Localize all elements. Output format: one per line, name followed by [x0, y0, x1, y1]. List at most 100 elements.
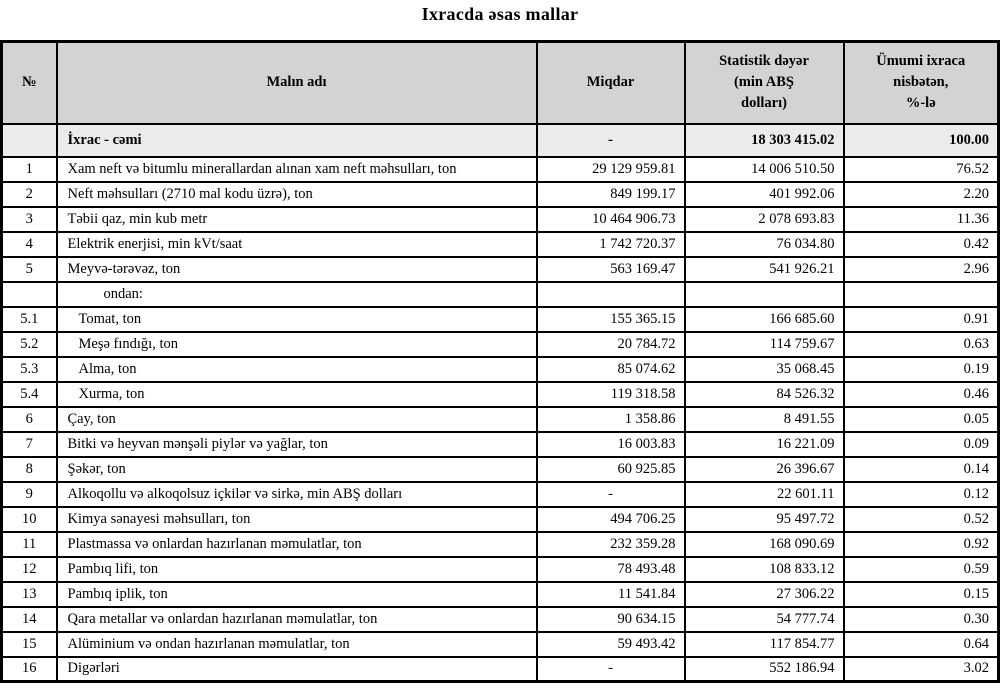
value-cell: 16 221.09 [683, 430, 845, 458]
value-cell: 8 491.55 [683, 405, 845, 433]
row-number-cell: 13 [0, 580, 58, 608]
share-cell: 0.14 [842, 455, 1000, 483]
share-cell: 0.92 [842, 530, 1000, 558]
table-row: 5.4 Xurma, ton 119 318.58 84 526.32 0.46 [0, 380, 1000, 408]
product-name-cell: Şəkər, ton [55, 455, 538, 483]
quantity-cell: 16 003.83 [535, 430, 686, 458]
value-cell [683, 280, 845, 308]
row-number-cell: 5.2 [0, 330, 58, 358]
row-number-cell: 5.1 [0, 305, 58, 333]
total-quantity-cell: - [535, 122, 686, 158]
share-cell: 11.36 [842, 205, 1000, 233]
quantity-cell: 90 634.15 [535, 605, 686, 633]
quantity-cell: 232 359.28 [535, 530, 686, 558]
header-row: № Malın adı Miqdar Statistik dəyər (min … [0, 40, 1000, 125]
table-row: 5.3 Alma, ton 85 074.62 35 068.45 0.19 [0, 355, 1000, 383]
quantity-cell: 60 925.85 [535, 455, 686, 483]
product-name-cell: Tomat, ton [55, 305, 538, 333]
quantity-cell: 29 129 959.81 [535, 155, 686, 183]
product-name-cell: Qara metallar və onlardan hazırlanan məm… [55, 605, 538, 633]
share-cell: 76.52 [842, 155, 1000, 183]
table-row: 10 Kimya sənayesi məhsulları, ton 494 70… [0, 505, 1000, 533]
quantity-cell: 20 784.72 [535, 330, 686, 358]
share-cell: 0.05 [842, 405, 1000, 433]
quantity-cell: 155 365.15 [535, 305, 686, 333]
table-row: 11 Plastmassa və onlardan hazırlanan məm… [0, 530, 1000, 558]
quantity-cell: 11 541.84 [535, 580, 686, 608]
page-title: Ixracda əsas mallar [421, 4, 579, 24]
quantity-cell [535, 280, 686, 308]
row-number-cell: 5 [0, 255, 58, 283]
share-cell: 2.96 [842, 255, 1000, 283]
product-name-cell: Plastmassa və onlardan hazırlanan məmula… [55, 530, 538, 558]
product-name-cell: ondan: [55, 280, 538, 308]
share-cell: 0.46 [842, 380, 1000, 408]
quantity-cell: - [535, 655, 686, 683]
header-statistical-value: Statistik dəyər (min ABŞ dolları) [683, 40, 845, 125]
quantity-cell: 59 493.42 [535, 630, 686, 658]
share-cell [842, 280, 1000, 308]
share-cell: 0.91 [842, 305, 1000, 333]
quantity-cell: 119 318.58 [535, 380, 686, 408]
value-cell: 76 034.80 [683, 230, 845, 258]
value-cell: 2 078 693.83 [683, 205, 845, 233]
share-cell: 0.30 [842, 605, 1000, 633]
value-cell: 22 601.11 [683, 480, 845, 508]
row-number-cell: 5.4 [0, 380, 58, 408]
share-cell: 0.52 [842, 505, 1000, 533]
product-name-cell: Təbii qaz, min kub metr [55, 205, 538, 233]
row-number-cell: 14 [0, 605, 58, 633]
share-cell: 3.02 [842, 655, 1000, 683]
table-row: 14 Qara metallar və onlardan hazırlanan … [0, 605, 1000, 633]
total-name-cell: İxrac - cəmi [55, 122, 538, 158]
value-cell: 401 992.06 [683, 180, 845, 208]
row-number-cell: 8 [0, 455, 58, 483]
total-row: İxrac - cəmi - 18 303 415.02 100.00 [0, 122, 1000, 158]
product-name-cell: Alma, ton [55, 355, 538, 383]
table-row: 13 Pambıq iplik, ton 11 541.84 27 306.22… [0, 580, 1000, 608]
share-cell: 0.63 [842, 330, 1000, 358]
product-name-cell: Alüminium və ondan hazırlanan məmulatlar… [55, 630, 538, 658]
value-cell: 108 833.12 [683, 555, 845, 583]
row-number-cell: 16 [0, 655, 58, 683]
header-number: № [0, 40, 58, 125]
table-row: 1 Xam neft və bitumlu minerallardan alın… [0, 155, 1000, 183]
total-number-cell [0, 122, 58, 158]
table-row: 6 Çay, ton 1 358.86 8 491.55 0.05 [0, 405, 1000, 433]
share-cell: 0.42 [842, 230, 1000, 258]
table-row: 9 Alkoqollu və alkoqolsuz içkilər və sir… [0, 480, 1000, 508]
product-name-cell: Digərləri [55, 655, 538, 683]
quantity-cell: 85 074.62 [535, 355, 686, 383]
row-number-cell: 9 [0, 480, 58, 508]
product-name-cell: Xurma, ton [55, 380, 538, 408]
value-cell: 84 526.32 [683, 380, 845, 408]
row-number-cell: 11 [0, 530, 58, 558]
product-name-cell: Çay, ton [55, 405, 538, 433]
row-number-cell: 5.3 [0, 355, 58, 383]
product-name-cell: Xam neft və bitumlu minerallardan alınan… [55, 155, 538, 183]
product-name-cell: Bitki və heyvan mənşəli piylər və yağlar… [55, 430, 538, 458]
share-cell: 0.09 [842, 430, 1000, 458]
table-row: 5 Meyvə-tərəvəz, ton 563 169.47 541 926.… [0, 255, 1000, 283]
value-cell: 35 068.45 [683, 355, 845, 383]
product-name-cell: Pambıq lifi, ton [55, 555, 538, 583]
header-export-share: Ümumi ixraca nisbətən, %-lə [842, 40, 1000, 125]
value-cell: 26 396.67 [683, 455, 845, 483]
product-name-cell: Meşə fındığı, ton [55, 330, 538, 358]
quantity-cell: 494 706.25 [535, 505, 686, 533]
value-cell: 541 926.21 [683, 255, 845, 283]
export-goods-table: № Malın adı Miqdar Statistik dəyər (min … [0, 40, 1000, 683]
table-row: 3 Təbii qaz, min kub metr 10 464 906.73 … [0, 205, 1000, 233]
value-cell: 168 090.69 [683, 530, 845, 558]
quantity-cell: 1 358.86 [535, 405, 686, 433]
row-number-cell: 15 [0, 630, 58, 658]
total-value-cell: 18 303 415.02 [683, 122, 845, 158]
table-row: ondan: [0, 280, 1000, 308]
quantity-cell: 563 169.47 [535, 255, 686, 283]
table-row: 12 Pambıq lifi, ton 78 493.48 108 833.12… [0, 555, 1000, 583]
value-cell: 95 497.72 [683, 505, 845, 533]
table-row: 15 Alüminium və ondan hazırlanan məmulat… [0, 630, 1000, 658]
row-number-cell: 2 [0, 180, 58, 208]
row-number-cell: 1 [0, 155, 58, 183]
